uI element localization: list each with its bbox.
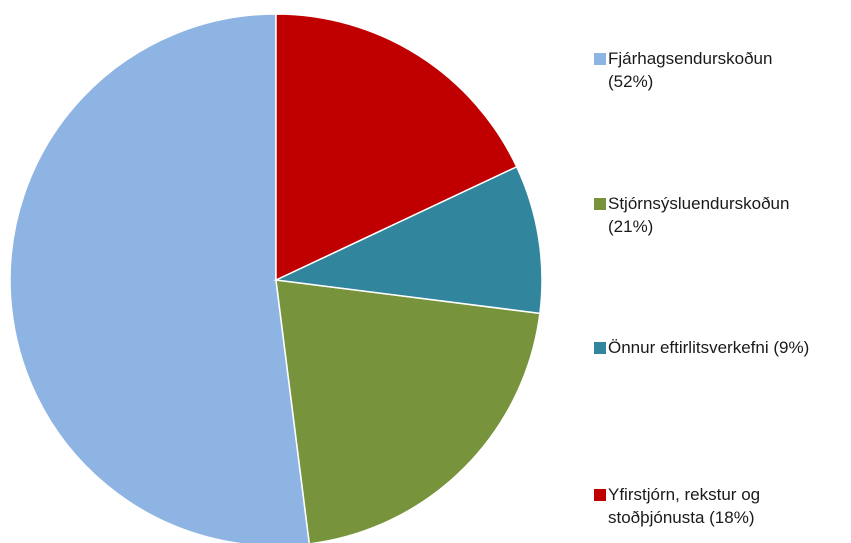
- pie-slice: [275, 13, 518, 282]
- pie-slice: [275, 279, 541, 543]
- legend-value: (9%): [773, 338, 810, 357]
- legend-value: (21%): [608, 217, 654, 236]
- legend-label: Yfirstjórn, rekstur og stoðþjónusta: [608, 485, 761, 527]
- legend-swatch: [594, 53, 606, 65]
- legend-value: (52%): [608, 72, 654, 91]
- legend-text: Stjórnsýsluendurskoðun (21%): [608, 192, 820, 238]
- legend-label: Önnur eftirlitsverkefni: [608, 338, 769, 357]
- legend-swatch: [594, 342, 606, 354]
- legend-text: Fjárhagsendurskoðun (52%): [608, 47, 820, 93]
- legend-entry: Stjórnsýsluendurskoðun (21%): [594, 192, 824, 238]
- legend-label: Fjárhagsendurskoðun: [608, 49, 773, 68]
- pie-slice: [273, 165, 543, 315]
- legend-swatch: [594, 198, 606, 210]
- legend-value: (18%): [709, 508, 755, 527]
- legend-text: Yfirstjórn, rekstur og stoðþjónusta (18%…: [608, 483, 820, 529]
- legend-swatch: [594, 489, 606, 501]
- legend-text: Önnur eftirlitsverkefni (9%): [608, 336, 820, 359]
- pie-slice: [9, 13, 310, 543]
- legend-entry: Yfirstjórn, rekstur og stoðþjónusta (18%…: [594, 483, 824, 529]
- legend-entry: Önnur eftirlitsverkefni (9%): [594, 336, 824, 359]
- legend-entry: Fjárhagsendurskoðun (52%): [594, 47, 824, 93]
- legend-label: Stjórnsýsluendurskoðun: [608, 194, 790, 213]
